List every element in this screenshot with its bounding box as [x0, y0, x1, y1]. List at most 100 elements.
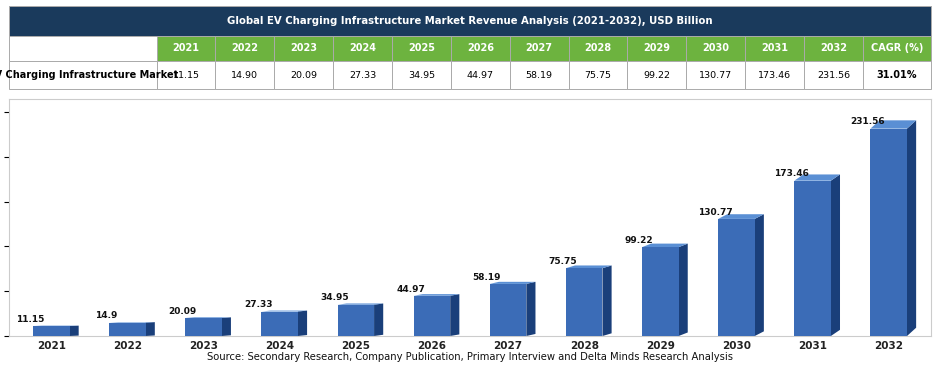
Polygon shape	[566, 265, 612, 268]
Bar	[870, 129, 907, 336]
FancyBboxPatch shape	[9, 61, 157, 89]
Text: 231.56: 231.56	[850, 117, 885, 126]
Bar	[414, 296, 450, 336]
Text: 34.95: 34.95	[408, 70, 435, 80]
Text: 2027: 2027	[525, 43, 553, 54]
Bar	[337, 305, 374, 336]
Text: 14.9: 14.9	[95, 311, 118, 320]
Text: 99.22: 99.22	[643, 70, 670, 80]
Polygon shape	[185, 317, 231, 318]
Polygon shape	[374, 303, 384, 336]
Text: CAGR (%): CAGR (%)	[870, 43, 923, 54]
FancyBboxPatch shape	[274, 61, 333, 89]
Polygon shape	[794, 175, 840, 181]
Text: 27.33: 27.33	[349, 70, 376, 80]
Text: 2032: 2032	[820, 43, 847, 54]
Text: 2030: 2030	[702, 43, 729, 54]
Text: 2026: 2026	[467, 43, 494, 54]
FancyBboxPatch shape	[9, 36, 157, 61]
Text: 20.09: 20.09	[168, 307, 196, 316]
FancyBboxPatch shape	[509, 61, 569, 89]
Text: 173.46: 173.46	[758, 70, 791, 80]
Text: 2024: 2024	[349, 43, 376, 54]
FancyBboxPatch shape	[333, 36, 392, 61]
FancyBboxPatch shape	[804, 36, 863, 61]
FancyBboxPatch shape	[863, 61, 931, 89]
Text: 44.97: 44.97	[467, 70, 494, 80]
FancyBboxPatch shape	[333, 61, 392, 89]
Text: 11.15: 11.15	[172, 70, 199, 80]
Polygon shape	[526, 282, 536, 336]
FancyBboxPatch shape	[157, 36, 215, 61]
Text: 130.77: 130.77	[697, 208, 732, 217]
FancyBboxPatch shape	[569, 61, 628, 89]
FancyBboxPatch shape	[215, 61, 274, 89]
Text: 20.09: 20.09	[290, 70, 317, 80]
FancyBboxPatch shape	[451, 61, 509, 89]
Polygon shape	[679, 244, 688, 336]
Text: 27.33: 27.33	[244, 300, 273, 309]
Text: 11.15: 11.15	[16, 315, 44, 324]
FancyBboxPatch shape	[509, 36, 569, 61]
Text: 31.01%: 31.01%	[876, 70, 917, 80]
FancyBboxPatch shape	[804, 61, 863, 89]
Text: Source: Secondary Research, Company Publication, Primary Interview and Delta Min: Source: Secondary Research, Company Publ…	[207, 352, 733, 362]
FancyBboxPatch shape	[686, 61, 745, 89]
FancyBboxPatch shape	[157, 61, 215, 89]
FancyBboxPatch shape	[569, 36, 628, 61]
FancyBboxPatch shape	[686, 36, 745, 61]
Polygon shape	[642, 244, 688, 247]
Text: Global EV Charging Infrastructure Market Revenue Analysis (2021-2032), USD Billi: Global EV Charging Infrastructure Market…	[227, 16, 713, 26]
Bar	[718, 219, 755, 336]
Polygon shape	[414, 294, 460, 296]
Polygon shape	[109, 322, 155, 323]
FancyBboxPatch shape	[745, 36, 804, 61]
Bar	[566, 268, 603, 336]
Polygon shape	[831, 175, 840, 336]
Polygon shape	[222, 317, 231, 336]
Text: 58.19: 58.19	[473, 273, 501, 282]
Text: 75.75: 75.75	[549, 257, 577, 266]
Bar	[642, 247, 679, 336]
FancyBboxPatch shape	[628, 36, 686, 61]
Text: 2023: 2023	[290, 43, 317, 54]
Text: 2031: 2031	[761, 43, 788, 54]
Polygon shape	[907, 120, 916, 336]
Polygon shape	[450, 294, 460, 336]
Text: EV Charging Infrastructure Market: EV Charging Infrastructure Market	[0, 70, 178, 80]
Text: 2021: 2021	[172, 43, 199, 54]
Polygon shape	[146, 322, 155, 336]
FancyBboxPatch shape	[9, 6, 931, 36]
Bar	[185, 318, 222, 336]
Polygon shape	[870, 120, 916, 129]
FancyBboxPatch shape	[745, 61, 804, 89]
Text: 2025: 2025	[408, 43, 435, 54]
Polygon shape	[298, 311, 307, 336]
FancyBboxPatch shape	[392, 61, 451, 89]
Polygon shape	[718, 214, 764, 219]
Text: 34.95: 34.95	[321, 293, 349, 302]
Bar	[490, 284, 526, 336]
Text: 231.56: 231.56	[817, 70, 850, 80]
FancyBboxPatch shape	[451, 36, 509, 61]
Text: 58.19: 58.19	[525, 70, 553, 80]
FancyBboxPatch shape	[628, 61, 686, 89]
FancyBboxPatch shape	[274, 36, 333, 61]
Polygon shape	[337, 303, 384, 305]
Bar	[261, 311, 298, 336]
Polygon shape	[490, 282, 536, 284]
Text: 130.77: 130.77	[699, 70, 732, 80]
Text: 173.46: 173.46	[774, 169, 808, 178]
Bar	[109, 323, 146, 336]
Text: 99.22: 99.22	[625, 236, 653, 245]
FancyBboxPatch shape	[392, 36, 451, 61]
FancyBboxPatch shape	[863, 36, 931, 61]
Text: 44.97: 44.97	[396, 285, 425, 294]
Text: 14.90: 14.90	[231, 70, 259, 80]
Polygon shape	[755, 214, 764, 336]
Text: 75.75: 75.75	[585, 70, 612, 80]
Text: 2028: 2028	[585, 43, 612, 54]
Polygon shape	[70, 326, 79, 336]
FancyBboxPatch shape	[215, 36, 274, 61]
Text: 2029: 2029	[643, 43, 670, 54]
